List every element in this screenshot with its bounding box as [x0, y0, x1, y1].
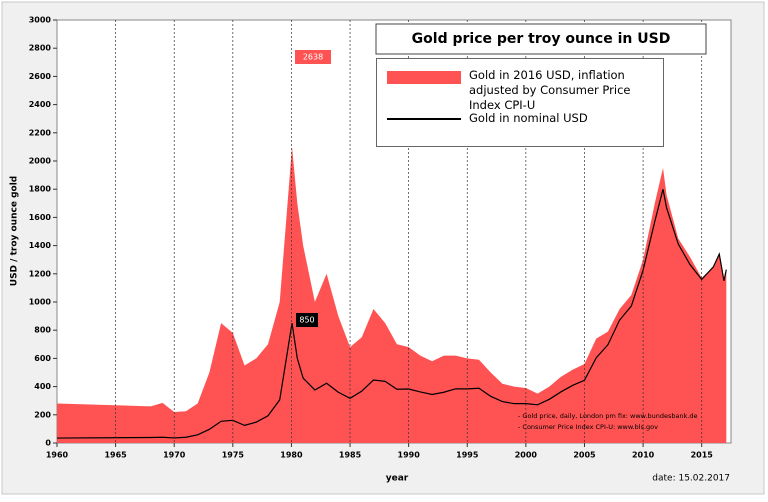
y-tick-label: 1400: [29, 241, 52, 250]
y-tick-label: 2000: [29, 157, 52, 166]
x-tick-label: 1985: [339, 451, 362, 460]
y-tick-label: 3000: [29, 16, 52, 25]
y-tick-label: 800: [34, 326, 51, 335]
y-tick-label: 200: [34, 410, 51, 419]
line: [56, 189, 727, 439]
date-note: date: 15.02.2017: [652, 474, 730, 484]
y-tick-label: 2400: [29, 100, 52, 109]
y-tick-label: 400: [34, 382, 51, 391]
y-tick-label: 1000: [29, 298, 52, 307]
x-tick-label: 2005: [573, 451, 596, 460]
y-tick-label: 2600: [29, 72, 52, 81]
annotation: 850: [299, 316, 314, 325]
x-tick-label: 2015: [691, 451, 714, 460]
source-note: - Gold price, daily, London pm fix: www.…: [518, 412, 698, 420]
legend: Gold in 2016 USD, inflation adjusted by …: [376, 58, 664, 147]
annotation-box: [296, 313, 318, 327]
y-axis-label: USD / troy ounce gold: [10, 176, 20, 286]
chart-title: Gold price per troy ounce in USD: [412, 31, 671, 47]
legend-label: Gold in 2016 USD, inflation adjusted by …: [469, 68, 631, 112]
annotation: 2638: [303, 53, 323, 62]
x-tick-label: 2000: [515, 451, 538, 460]
annotation-box: [295, 50, 331, 64]
legend-swatch: [387, 71, 461, 84]
y-tick-label: 600: [34, 354, 51, 363]
x-axis-label: year: [386, 474, 409, 484]
area: [57, 146, 727, 443]
y-tick-label: 1200: [29, 269, 52, 278]
y-tick-label: 1600: [29, 213, 52, 222]
x-tick-label: 1990: [398, 451, 421, 460]
y-tick-label: 0: [45, 439, 51, 448]
y-tick-label: 2800: [29, 44, 52, 53]
x-tick-label: 1960: [46, 451, 69, 460]
x-tick-label: 1980: [280, 451, 303, 460]
legend-label: Gold in nominal USD: [469, 111, 588, 125]
x-tick-label: 1965: [104, 451, 127, 460]
legend-swatch: [387, 118, 461, 120]
x-tick-label: 1995: [456, 451, 479, 460]
source-note: - Consumer Price Index CPI-U: www.bls.go…: [518, 423, 658, 431]
y-tick-label: 1800: [29, 185, 52, 194]
title-box: [375, 23, 707, 55]
y-tick-label: 2200: [29, 128, 52, 137]
x-tick-label: 1970: [163, 451, 186, 460]
x-tick-label: 2010: [632, 451, 655, 460]
x-tick-label: 1975: [222, 451, 245, 460]
